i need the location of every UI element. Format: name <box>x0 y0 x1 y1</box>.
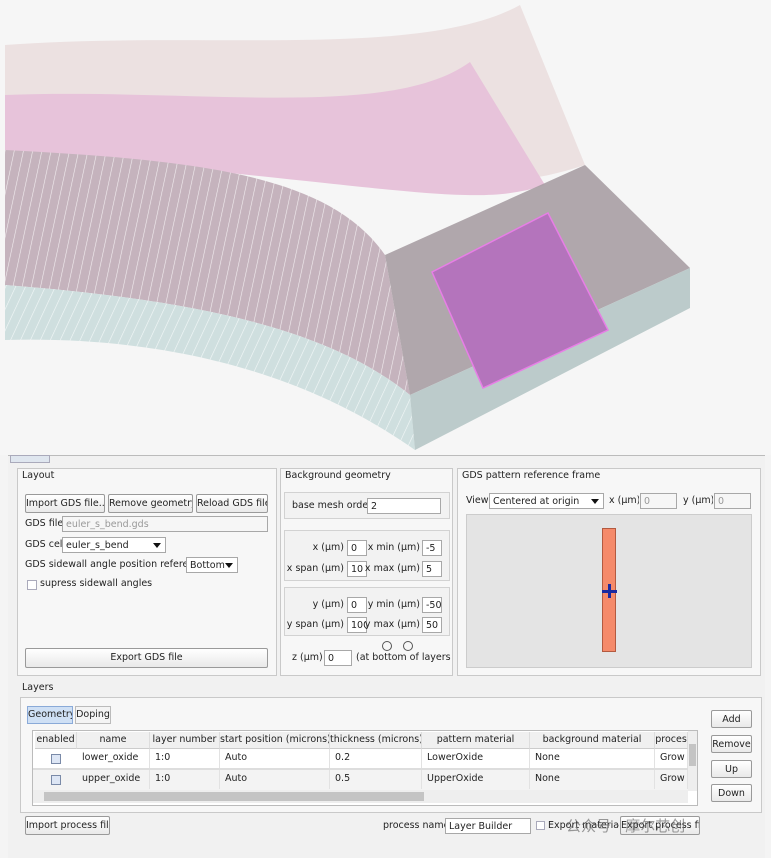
field-label: x max (µm) <box>364 563 420 574</box>
panel-tab <box>10 455 50 463</box>
field-label: GDS sidewall angle position reference <box>25 559 190 570</box>
tab[interactable]: Geometry <box>27 706 73 724</box>
watermark: 公众号 · 摩尔芯创 <box>566 818 686 835</box>
text-input[interactable]: Layer Builder <box>445 818 531 834</box>
text-input[interactable]: 0 <box>347 597 367 613</box>
dropdown[interactable]: Bottom <box>186 557 238 573</box>
button[interactable]: Export process file <box>620 816 700 835</box>
group-title: GDS pattern reference frame <box>462 470 601 481</box>
section-title: Layers <box>22 682 54 693</box>
column-header: start position (microns) <box>220 732 330 749</box>
3d-viewport <box>5 5 690 450</box>
cell: None <box>530 749 655 768</box>
cell: upper_oxide <box>77 770 150 789</box>
end-face-lower <box>410 268 690 450</box>
button[interactable]: Reload GDS file <box>196 494 268 513</box>
text-input: 0 <box>714 493 751 509</box>
field-label: y span (µm) <box>286 619 344 630</box>
column-header: thickness (microns) <box>330 732 422 749</box>
dropdown[interactable]: euler_s_bend <box>62 537 166 553</box>
field-label: GDS file <box>25 518 64 529</box>
cell: lower_oxide <box>77 749 150 768</box>
cell: 1:0 <box>150 749 220 768</box>
column-header: enabled <box>35 732 77 749</box>
text-input[interactable]: 2 <box>367 498 441 514</box>
text-input[interactable]: -50 <box>422 597 442 613</box>
field-label: x (µm) <box>609 495 639 506</box>
field-label: View <box>466 495 489 506</box>
cell: Grow <box>655 749 688 768</box>
cell: None <box>530 770 655 789</box>
text-input[interactable]: 10 <box>347 561 367 577</box>
scroll-thumb[interactable] <box>44 792 424 801</box>
column-header: name <box>77 732 150 749</box>
row-bg <box>33 770 688 790</box>
lower-oxide <box>5 285 415 450</box>
scroll-thumb[interactable] <box>689 744 696 766</box>
dropdown[interactable]: Centered at origin <box>489 493 604 509</box>
field-label: process name <box>383 820 445 831</box>
checkbox[interactable] <box>51 754 61 764</box>
button[interactable]: Up <box>711 760 752 778</box>
button[interactable]: Down <box>711 784 752 802</box>
field-label: GDS cell <box>25 539 65 550</box>
text-input[interactable]: 0 <box>324 650 352 666</box>
cell: Grow <box>655 770 688 789</box>
checkbox-label: supress sidewall angles <box>40 578 153 589</box>
field-note: (at bottom of layers) <box>356 652 451 663</box>
group-title: Background geometry <box>285 470 391 481</box>
field-label: x (µm) <box>312 542 344 553</box>
field-label: y (µm) <box>683 495 713 506</box>
field-label: y (µm) <box>312 599 344 610</box>
field-label: x span (µm) <box>286 563 344 574</box>
text-input[interactable]: -5 <box>422 540 442 556</box>
cell: 0.5 <box>330 770 422 789</box>
text-input[interactable]: 50 <box>422 617 442 633</box>
row <box>33 768 688 770</box>
text-input: 0 <box>640 493 677 509</box>
button[interactable]: Export GDS file <box>25 648 268 668</box>
field-label: x min (µm) <box>367 542 420 553</box>
cell: LowerOxide <box>422 749 530 768</box>
checkbox[interactable] <box>536 821 545 830</box>
checkbox[interactable] <box>51 775 61 785</box>
button[interactable]: Add <box>711 710 752 728</box>
column-header: layer number <box>150 732 220 749</box>
group-title: Layout <box>22 470 55 481</box>
field-label: base mesh order <box>292 500 367 511</box>
radio[interactable] <box>403 641 413 651</box>
button[interactable]: Remove <box>711 735 752 753</box>
field-label: z (µm) <box>292 652 323 663</box>
text-input[interactable]: euler_s_bend.gds <box>62 516 268 532</box>
button[interactable]: Import GDS file... <box>25 494 105 513</box>
cell: 1:0 <box>150 770 220 789</box>
waveguide-core <box>431 211 610 390</box>
cell: Auto <box>220 770 330 789</box>
column-header: pattern material <box>422 732 530 749</box>
button[interactable]: Import process file <box>25 816 110 835</box>
field-label: y max (µm) <box>364 619 420 630</box>
checkbox-label: Export materials <box>548 820 618 831</box>
text-input[interactable]: 0 <box>347 540 367 556</box>
text-input[interactable]: 5 <box>422 561 442 577</box>
field-label: y min (µm) <box>367 599 420 610</box>
checkbox[interactable] <box>27 580 37 590</box>
origin-marker <box>608 584 611 598</box>
text-input[interactable]: 100 <box>347 617 367 633</box>
cell: 0.2 <box>330 749 422 768</box>
sidewall <box>5 150 410 395</box>
column-header: background material <box>530 732 655 749</box>
tab[interactable]: Doping <box>75 706 111 724</box>
radio[interactable] <box>382 641 392 651</box>
column-header: proces <box>655 732 688 749</box>
cell: Auto <box>220 749 330 768</box>
cell: UpperOxide <box>422 770 530 789</box>
button[interactable]: Remove geometry <box>108 494 193 513</box>
